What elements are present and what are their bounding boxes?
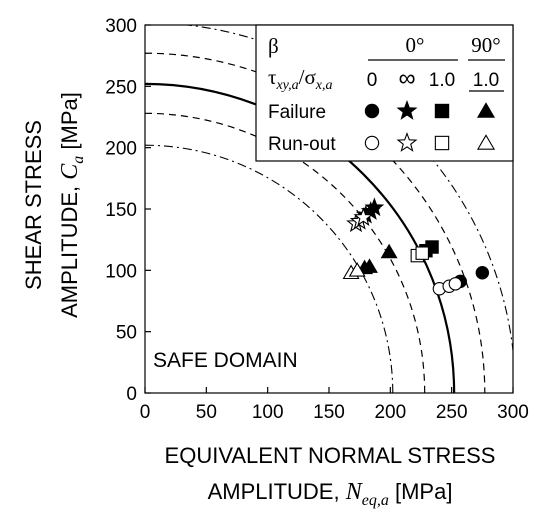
legend-box: [255, 24, 514, 162]
y-tick-label: 300: [105, 16, 137, 37]
legend-ratio-0: 0: [367, 70, 378, 91]
x-tick-label: 200: [374, 402, 406, 423]
y-axis-title-line1: SHEAR STRESS: [21, 120, 46, 290]
points-group: [342, 197, 490, 296]
legend-row-runout: Run-out: [268, 134, 336, 155]
failure-circle-point: [475, 266, 490, 280]
legend-runout-triangle-icon: [476, 134, 496, 150]
legend-beta-group-0: 0°: [406, 33, 425, 57]
legend-runout-star-icon: [396, 131, 418, 152]
curve-solid-0: [145, 82, 456, 393]
safe-domain-label: SAFE DOMAIN: [153, 349, 298, 372]
y-tick-label: 250: [105, 77, 137, 98]
x-tick-label: 100: [252, 402, 284, 423]
x-tick-label: 300: [497, 402, 529, 423]
x-axis-title-line1: EQUIVALENT NORMAL STRESS: [165, 443, 496, 468]
legend-beta-group-90: 90°: [471, 33, 500, 57]
y-tick-label: 100: [105, 261, 137, 282]
curve-dashed-2: [145, 112, 426, 393]
legend-runout-square-icon: [434, 135, 450, 151]
legend-failure-star-icon: [396, 99, 418, 120]
axis-ticks: 0 50 100 150 200 250 300 0 50 100 150 200 250 300: [105, 16, 529, 423]
legend-failure-circle-icon: [364, 103, 380, 119]
runout-square-point: [415, 246, 429, 260]
legend-failure-square-icon: [434, 103, 450, 119]
failure-triangle-point: [361, 258, 378, 273]
runout-circle-point: [448, 277, 463, 291]
curves-group: [145, 25, 513, 393]
failure-star-point: [364, 197, 385, 217]
x-tick-label: 50: [196, 402, 217, 423]
x-tick-label: 150: [313, 402, 345, 423]
failure-triangle-point: [380, 243, 398, 259]
legend-ratio-label: τxy,a/σx,a: [268, 65, 332, 93]
curve-dashdot-4: [145, 144, 394, 393]
legend: β 0° 90° τxy,a/σx,a 0 ∞ 1.0 1.0 Failure …: [255, 24, 514, 162]
y-tick-label: 200: [105, 139, 137, 160]
runout-triangle-point: [348, 262, 366, 277]
legend-ratio-90-1-0: 1.0: [473, 70, 499, 91]
runout-star-point: [353, 207, 374, 226]
legend-runout-circle-icon: [364, 135, 380, 151]
x-axis-title-line2: AMPLITUDE, Neq,a [MPa]: [208, 479, 453, 509]
legend-row-failure: Failure: [268, 102, 326, 123]
legend-markers: [364, 99, 496, 152]
legend-failure-triangle-icon: [476, 102, 496, 118]
y-tick-label: 0: [126, 384, 137, 405]
legend-ratio-1-0: 1.0: [429, 70, 455, 91]
y-axis-title-line2: AMPLITUDE, Ca [MPa]: [57, 92, 87, 318]
y-tick-label: 150: [105, 200, 137, 221]
legend-beta-label: β: [268, 34, 279, 58]
y-tick-label: 50: [116, 323, 137, 344]
x-tick-label: 250: [436, 402, 468, 423]
x-tick-label: 0: [140, 402, 151, 423]
legend-ratio-inf: ∞: [398, 65, 415, 92]
